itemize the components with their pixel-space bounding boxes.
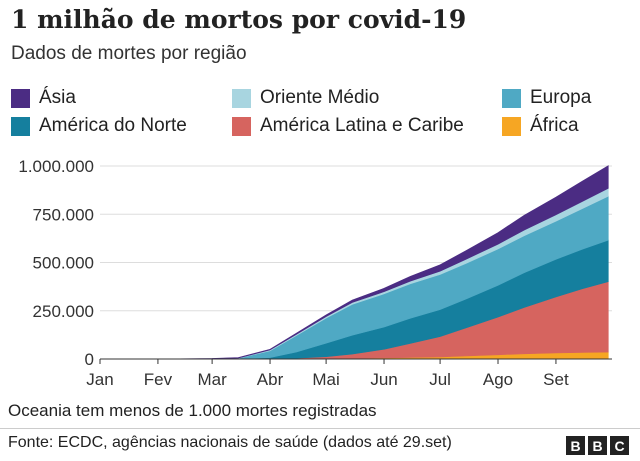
legend-label-europa: Europa	[530, 87, 592, 108]
x-tick-label: Mar	[197, 370, 227, 389]
x-tick-label: Jul	[429, 370, 451, 389]
legend-item-oriente-medio: Oriente Médio	[232, 86, 379, 110]
bbc-logo: B B C	[566, 436, 629, 455]
chart-subtitle: Dados de mortes por região	[11, 43, 247, 64]
legend-label-asia: Ásia	[39, 87, 76, 108]
y-tick-label: 0	[85, 350, 94, 369]
x-tick-label: Fev	[144, 370, 173, 389]
area-asia	[100, 165, 609, 360]
legend-label-oriente-medio: Oriente Médio	[260, 87, 380, 108]
legend-swatch-oriente-medio	[232, 88, 251, 108]
legend-item-america-do-norte: América do Norte	[11, 114, 187, 138]
axes: 0 250.000 500.000 750.000 1.000.000 Jan Fev Mar…	[18, 157, 612, 389]
stacked-area-chart: 0 250.000 500.000 750.000 1.000.000 Jan Fev Mar…	[18, 157, 612, 389]
x-tick-label: Set	[543, 370, 569, 389]
x-tick-label: Jan	[86, 370, 113, 389]
y-tick-label: 500.000	[33, 254, 94, 273]
source-text: Fonte: ECDC, agências nacionais de saúde…	[8, 434, 452, 451]
legend-swatch-america-latina	[232, 116, 251, 136]
x-tick-label: Abr	[257, 370, 284, 389]
legend-item-europa: Europa	[502, 86, 591, 110]
footer-divider	[0, 428, 640, 429]
y-tick-label: 250.000	[33, 302, 94, 321]
legend-label-america-latina: América Latina e Caribe	[260, 115, 464, 136]
bbc-logo-letter: C	[610, 436, 629, 455]
annotation-note: Oceania tem menos de 1.000 mortes regist…	[8, 401, 377, 420]
x-tick-label: Ago	[483, 370, 513, 389]
legend-swatch-asia	[11, 88, 30, 108]
legend-item-asia: Ásia	[11, 86, 76, 110]
legend-swatch-africa	[502, 116, 521, 136]
chart-title: 1 milhão de mortos por covid-19	[11, 5, 467, 34]
legend-swatch-europa	[502, 88, 521, 108]
bbc-logo-letter: B	[566, 436, 585, 455]
legend-swatch-america-do-norte	[11, 116, 30, 136]
legend-label-africa: África	[530, 115, 579, 136]
bbc-logo-letter: B	[588, 436, 607, 455]
legend-item-america-latina: América Latina e Caribe	[232, 114, 464, 138]
legend-item-africa: África	[502, 114, 579, 138]
y-tick-label: 1.000.000	[18, 157, 94, 176]
x-tick-label: Mai	[312, 370, 339, 389]
y-tick-label: 750.000	[33, 205, 94, 224]
legend-label-america-do-norte: América do Norte	[39, 115, 187, 136]
x-tick-label: Jun	[370, 370, 397, 389]
